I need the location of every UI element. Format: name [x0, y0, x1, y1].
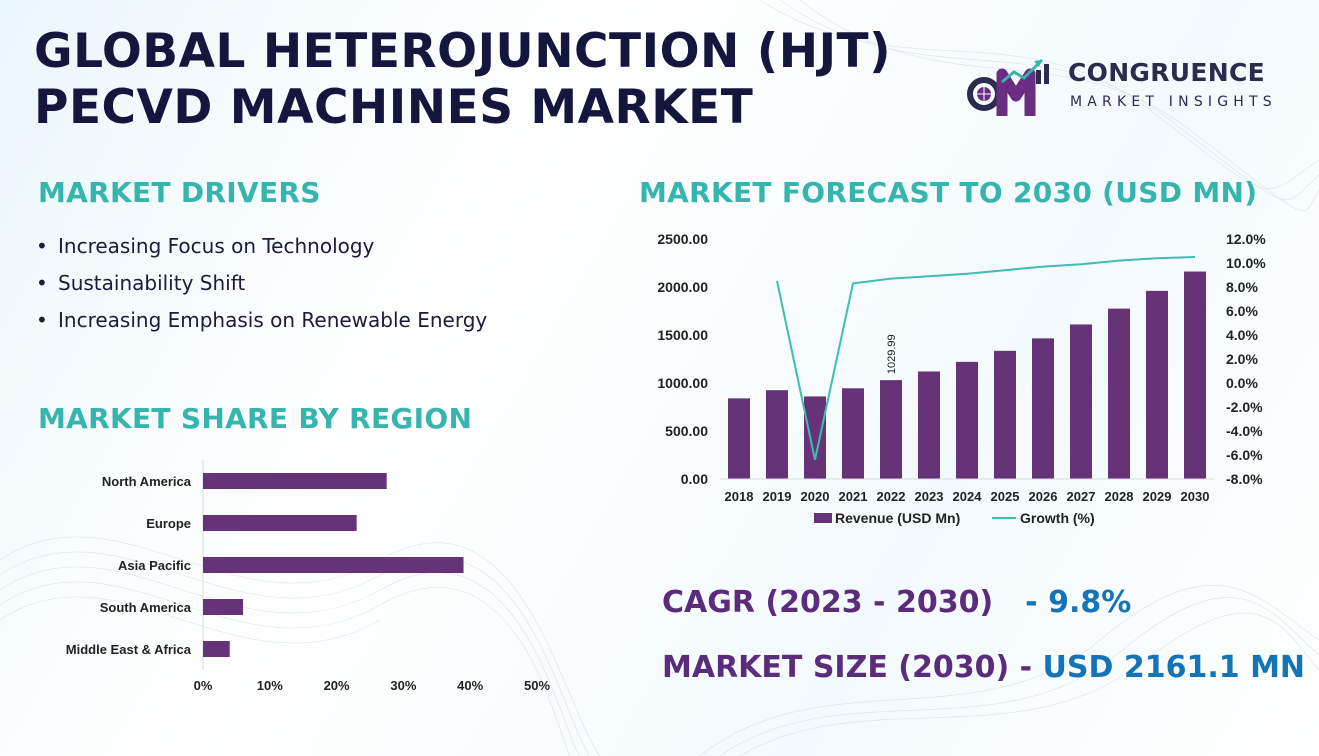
revenue-bar	[956, 361, 978, 479]
legend-revenue-swatch	[814, 513, 832, 523]
forecast-x-tick-label: 2024	[953, 489, 983, 504]
forecast-left-tick-label: 1000.00	[657, 375, 708, 391]
region-category-label: North America	[102, 474, 192, 489]
title-line-1: GLOBAL HETEROJUNCTION (HJT)	[34, 24, 892, 79]
forecast-x-tick-label: 2018	[725, 489, 754, 504]
forecast-right-tick-label: 10.0%	[1226, 255, 1266, 271]
revenue-bar	[766, 390, 788, 479]
revenue-bar	[994, 350, 1016, 479]
revenue-bar	[1146, 290, 1168, 479]
page-title: GLOBAL HETEROJUNCTION (HJT) PECVD MACHIN…	[34, 24, 891, 136]
forecast-heading: MARKET FORECAST TO 2030 (USD MN)	[639, 176, 1258, 209]
region-bar	[203, 515, 357, 531]
forecast-x-tick-label: 2027	[1067, 489, 1096, 504]
driver-text: Sustainability Shift	[58, 271, 246, 295]
forecast-x-tick-label: 2028	[1105, 489, 1134, 504]
market-size-kpi: MARKET SIZE (2030) - USD 2161.1 MN	[662, 650, 1305, 685]
market-size-label: MARKET SIZE (2030) -	[662, 650, 1033, 685]
drivers-heading: MARKET DRIVERS	[38, 176, 321, 209]
forecast-right-tick-label: -2.0%	[1226, 399, 1263, 415]
region-x-tick-label: 20%	[324, 678, 350, 693]
legend-revenue-label: Revenue (USD Mn)	[835, 510, 960, 526]
driver-item: • Increasing Emphasis on Renewable Energy	[36, 305, 487, 342]
revenue-bar	[1032, 338, 1054, 479]
region-x-tick-label: 0%	[194, 678, 213, 693]
cagr-label: CAGR (2023 - 2030)	[662, 585, 994, 620]
forecast-right-tick-label: 0.0%	[1226, 375, 1258, 391]
forecast-x-tick-label: 2026	[1029, 489, 1058, 504]
revenue-bar	[1184, 271, 1206, 479]
region-bar	[203, 599, 244, 615]
market-size-value: USD 2161.1 MN	[1042, 650, 1306, 685]
region-category-label: South America	[100, 600, 192, 615]
revenue-bar	[842, 388, 864, 479]
cagr-kpi: CAGR (2023 - 2030) - 9.8%	[662, 585, 1131, 620]
region-bar	[203, 641, 230, 657]
revenue-bar	[804, 396, 826, 479]
forecast-left-tick-label: 0.00	[681, 471, 708, 487]
forecast-left-tick-label: 2500.00	[657, 231, 708, 247]
forecast-right-tick-label: 4.0%	[1226, 327, 1258, 343]
forecast-right-tick-label: -6.0%	[1226, 447, 1263, 463]
region-x-tick-label: 10%	[257, 678, 283, 693]
forecast-x-tick-label: 2022	[877, 489, 906, 504]
logo-tagline: MARKET INSIGHTS	[1070, 94, 1277, 110]
revenue-bar	[1108, 308, 1130, 479]
cagr-value: - 9.8%	[1025, 585, 1132, 620]
driver-item: • Increasing Focus on Technology	[36, 231, 487, 268]
region-category-label: Middle East & Africa	[66, 642, 192, 657]
region-category-label: Asia Pacific	[118, 558, 191, 573]
region-bar	[203, 473, 387, 489]
company-logo: CONGRUENCE MARKET INSIGHTS	[962, 52, 1292, 124]
revenue-bar	[1070, 324, 1092, 479]
forecast-right-tick-label: 8.0%	[1226, 279, 1258, 295]
cm-chart-logo-icon	[967, 58, 1049, 116]
bullet-point: •	[36, 308, 48, 332]
forecast-x-tick-label: 2023	[915, 489, 944, 504]
revenue-data-label: 1029.99	[886, 334, 898, 374]
forecast-right-tick-label: -8.0%	[1226, 471, 1263, 487]
revenue-bar	[918, 371, 940, 479]
forecast-left-tick-label: 1500.00	[657, 327, 708, 343]
bullet-point: •	[36, 271, 48, 295]
forecast-right-tick-label: 12.0%	[1226, 231, 1266, 247]
legend-growth-label: Growth (%)	[1020, 510, 1095, 526]
drivers-list: • Increasing Focus on Technology • Sustain…	[36, 231, 487, 342]
forecast-right-tick-label: 6.0%	[1226, 303, 1258, 319]
driver-text: Increasing Focus on Technology	[58, 234, 375, 258]
forecast-x-tick-label: 2029	[1143, 489, 1172, 504]
driver-item: • Sustainability Shift	[36, 268, 487, 305]
region-x-tick-label: 40%	[457, 678, 483, 693]
forecast-left-tick-label: 2000.00	[657, 279, 708, 295]
forecast-x-tick-label: 2020	[801, 489, 830, 504]
region-x-tick-label: 50%	[524, 678, 550, 693]
forecast-x-tick-label: 2025	[991, 489, 1020, 504]
title-line-2: PECVD MACHINES MARKET	[34, 80, 754, 135]
revenue-bar	[728, 398, 750, 479]
region-heading: MARKET SHARE BY REGION	[38, 402, 473, 435]
forecast-x-tick-label: 2021	[839, 489, 868, 504]
bullet-point: •	[36, 234, 48, 258]
region-bar	[203, 557, 464, 573]
forecast-chart: 0.00 500.00 1000.00 1500.00 2000.00 2500.00 -8…	[657, 231, 1266, 526]
forecast-right-tick-label: 2.0%	[1226, 351, 1258, 367]
forecast-left-tick-label: 500.00	[665, 423, 708, 439]
revenue-bar	[880, 380, 902, 479]
region-share-chart: North America Europe Asia Pacific South Ame…	[66, 460, 550, 693]
forecast-right-tick-label: -4.0%	[1226, 423, 1263, 439]
region-category-label: Europe	[146, 516, 191, 531]
driver-text: Increasing Emphasis on Renewable Energy	[58, 308, 488, 332]
logo-name: CONGRUENCE	[1068, 58, 1266, 87]
forecast-x-tick-label: 2030	[1181, 489, 1210, 504]
growth-line	[776, 256, 1196, 461]
forecast-x-tick-label: 2019	[763, 489, 792, 504]
region-x-tick-label: 30%	[390, 678, 416, 693]
